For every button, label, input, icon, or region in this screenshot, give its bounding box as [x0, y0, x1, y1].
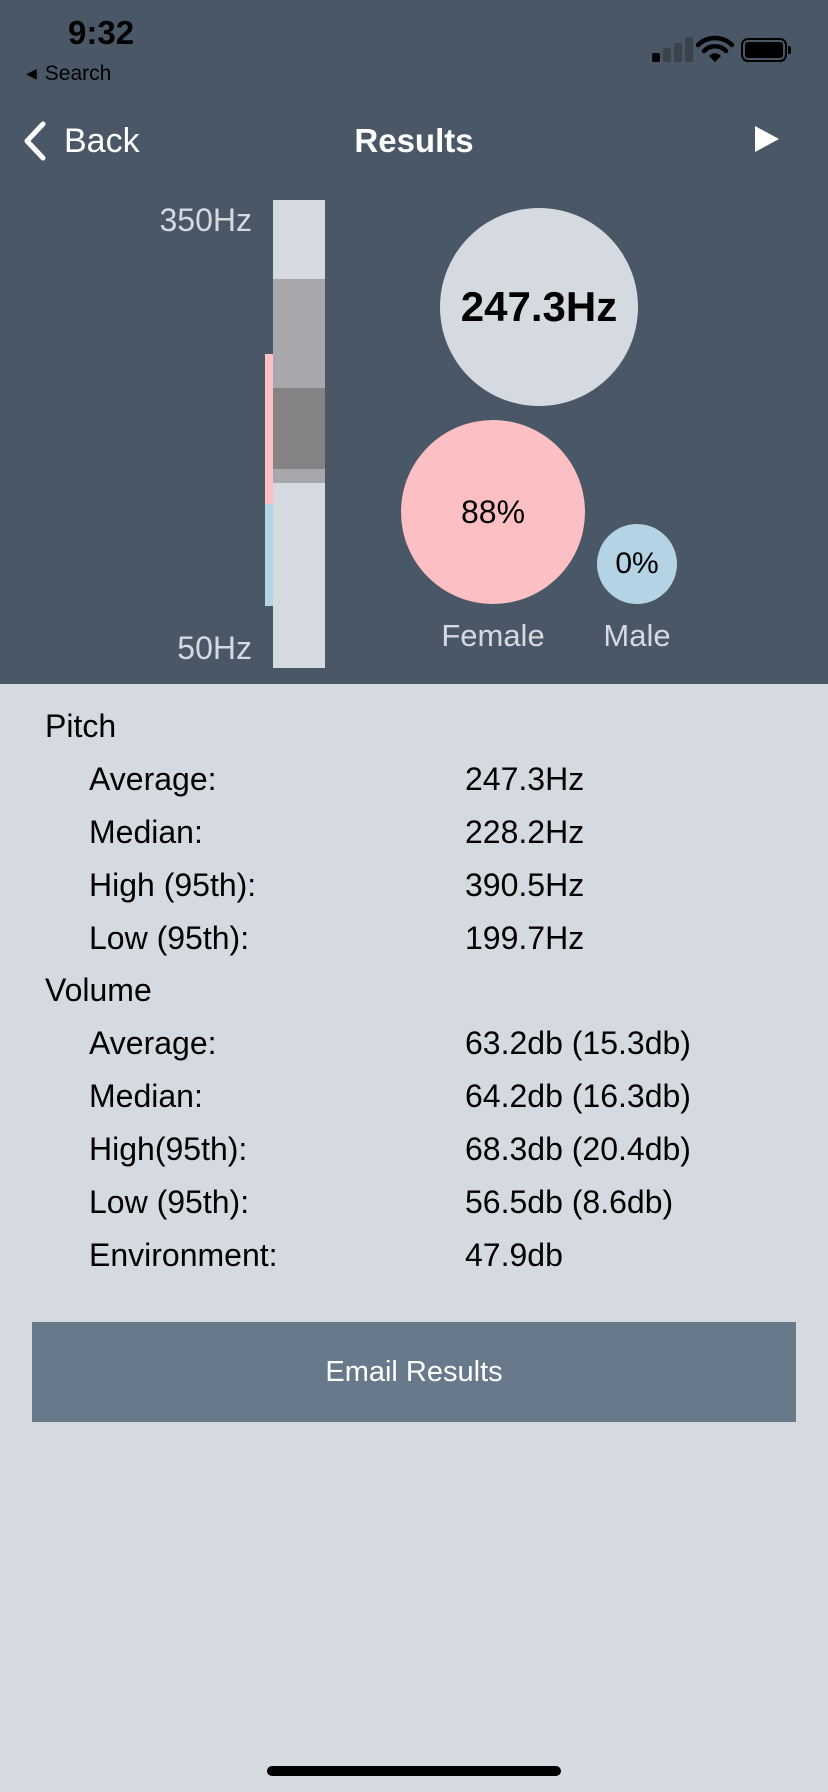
home-indicator[interactable]	[267, 1766, 561, 1776]
male-label: Male	[603, 618, 671, 653]
female-label: Female	[441, 618, 545, 653]
play-button[interactable]	[752, 124, 782, 154]
cellular-signal-icon	[652, 36, 702, 62]
volume-median-label: Median:	[89, 1078, 203, 1114]
back-to-app-link[interactable]: ◀ Search	[26, 62, 111, 86]
play-icon	[755, 126, 779, 152]
back-button[interactable]: Back	[24, 120, 140, 162]
pitch-high-value: 390.5Hz	[465, 867, 585, 903]
back-button-label: Back	[64, 121, 140, 160]
volume-median-value: 64.2db (16.3db)	[465, 1078, 691, 1114]
volume-high-label: High(95th):	[89, 1131, 248, 1167]
volume-low-value: 56.5db (8.6db)	[465, 1184, 674, 1220]
female-range-bar	[265, 354, 273, 520]
range-low-label: 50Hz	[177, 630, 252, 666]
male-percent-circle: 0%	[597, 524, 677, 604]
battery-icon	[741, 38, 791, 62]
pitch-average-label: Average:	[89, 761, 217, 797]
pitch-low-value: 199.7Hz	[465, 920, 585, 956]
range-high-label: 350Hz	[159, 202, 253, 238]
pitch-section-title: Pitch	[45, 708, 117, 744]
pitch-median-value: 228.2Hz	[465, 814, 585, 850]
pitch-high-label: High (95th):	[89, 867, 257, 903]
pitch-median-label: Median:	[89, 814, 203, 850]
average-pitch-circle: 247.3Hz	[440, 208, 638, 406]
results-header: 9:32 ◀ Search Back Results 350Hz 50Hz 247…	[0, 0, 828, 684]
volume-low-label: Low (95th):	[89, 1184, 250, 1220]
back-triangle-icon: ◀	[26, 65, 37, 81]
volume-environment-label: Environment:	[89, 1237, 278, 1273]
volume-environment-value: 47.9db	[465, 1237, 563, 1273]
chevron-left-icon	[24, 121, 46, 161]
status-time: 9:32	[68, 14, 135, 51]
pitch-iqr-bar	[273, 388, 325, 469]
wifi-icon	[696, 35, 734, 62]
pitch-average-value: 247.3Hz	[465, 761, 585, 797]
volume-average-value: 63.2db (15.3db)	[465, 1025, 691, 1061]
back-to-app-label: Search	[44, 62, 112, 85]
volume-high-value: 68.3db (20.4db)	[465, 1131, 691, 1167]
email-results-button[interactable]: Email Results	[32, 1322, 796, 1422]
female-percent-circle: 88%	[401, 420, 585, 604]
volume-average-label: Average:	[89, 1025, 217, 1061]
volume-section-title: Volume	[45, 972, 152, 1008]
male-range-bar	[265, 503, 273, 606]
pitch-low-label: Low (95th):	[89, 920, 250, 956]
